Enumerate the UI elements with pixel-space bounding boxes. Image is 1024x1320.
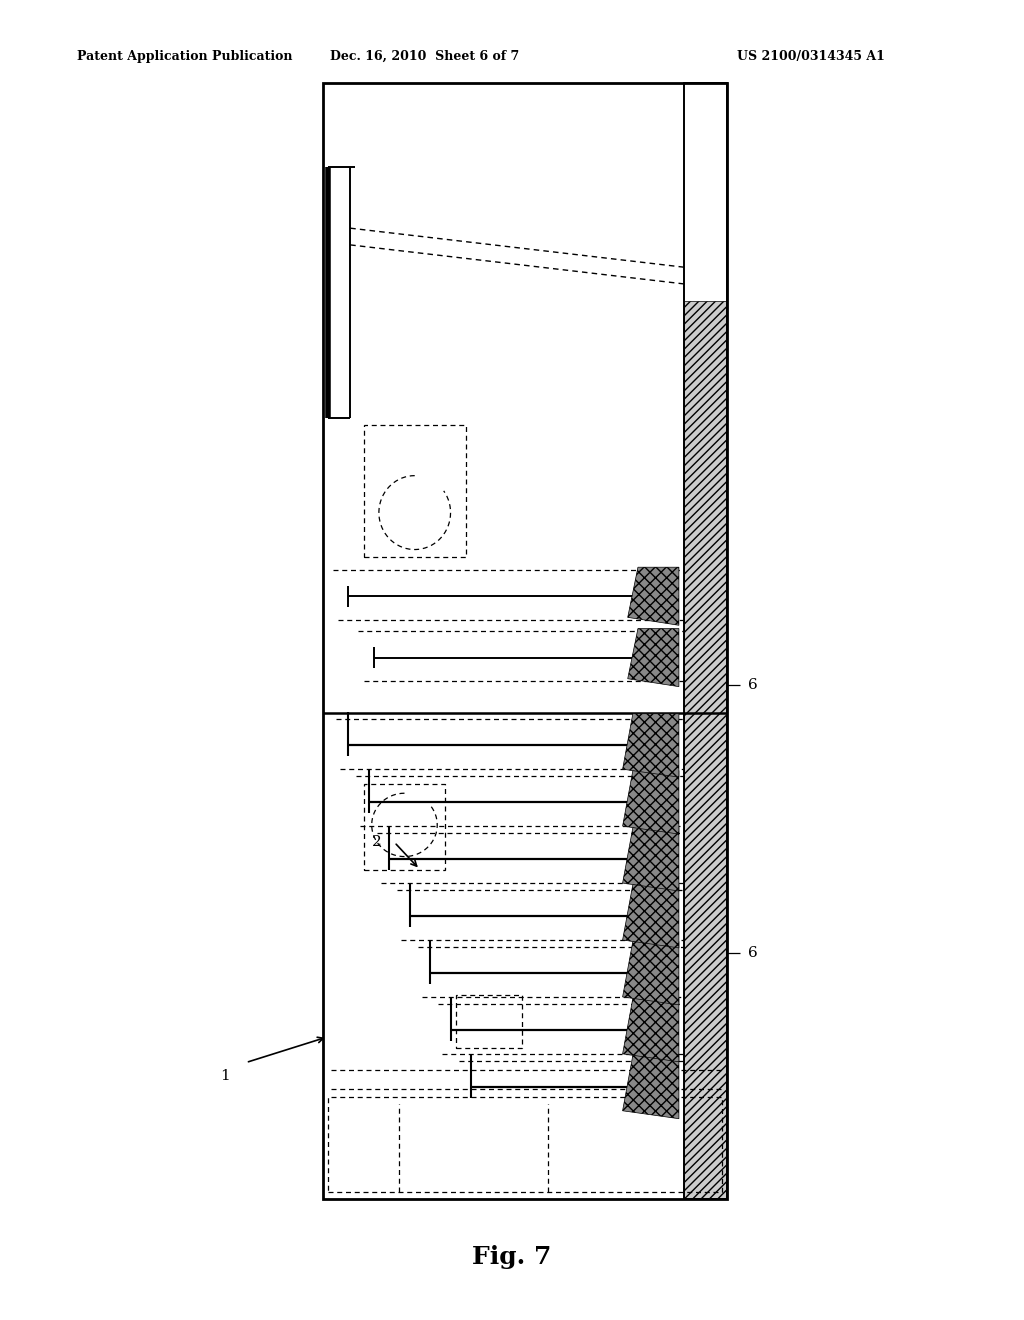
Polygon shape [623,771,679,834]
Polygon shape [623,1056,679,1119]
Text: 6: 6 [748,678,758,693]
Bar [323,83,727,1199]
Bar [684,83,727,1199]
Polygon shape [623,884,679,948]
Bar [364,784,445,870]
Bar [328,1097,722,1192]
Bar [684,713,727,1199]
Bar [684,301,727,713]
Polygon shape [628,628,679,686]
Polygon shape [623,714,679,777]
Polygon shape [628,568,679,626]
Polygon shape [623,828,679,891]
Text: Patent Application Publication: Patent Application Publication [77,50,292,63]
Polygon shape [623,998,679,1061]
Bar [456,995,522,1048]
Text: 1: 1 [220,1069,230,1082]
Text: 6: 6 [748,946,758,960]
Text: US 2100/0314345 A1: US 2100/0314345 A1 [737,50,885,63]
Text: Fig. 7: Fig. 7 [472,1245,552,1269]
Polygon shape [623,941,679,1005]
Text: 2: 2 [372,836,382,849]
Text: Dec. 16, 2010  Sheet 6 of 7: Dec. 16, 2010 Sheet 6 of 7 [331,50,519,63]
Bar [364,425,466,557]
